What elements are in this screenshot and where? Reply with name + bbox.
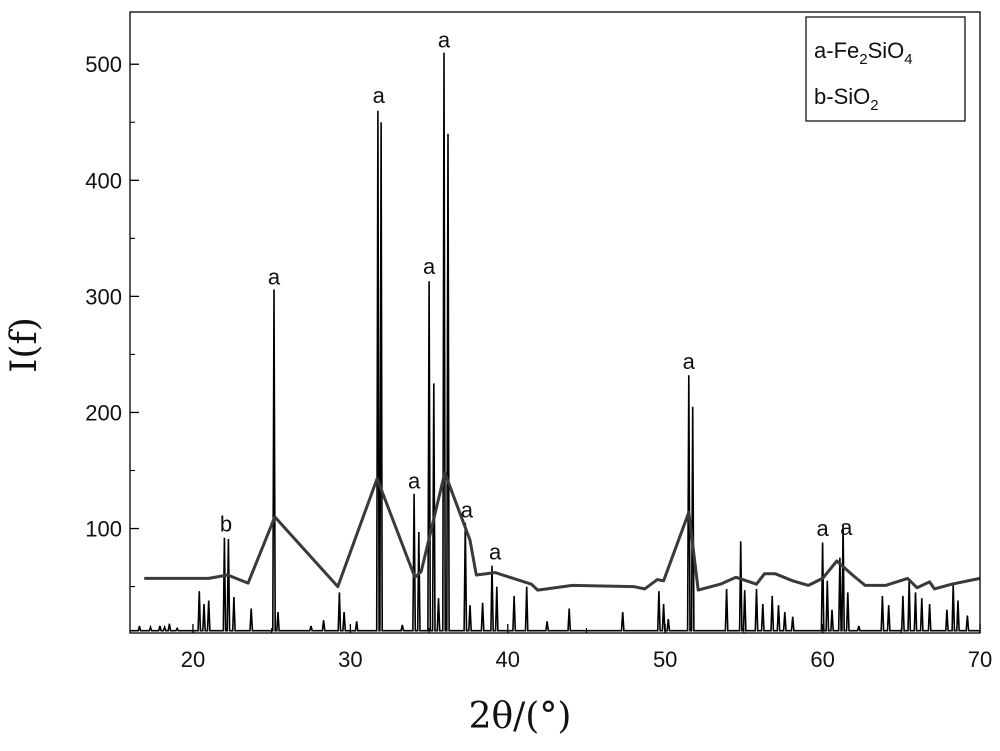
y-tick-label: 300 [85,284,122,309]
series-layer [130,53,980,631]
diffraction-pattern-line [130,53,980,631]
peak-label: a [268,264,281,289]
profile-line [144,473,980,590]
peak-label: a [489,539,502,564]
y-tick-label: 100 [85,517,122,542]
y-axis-title: I(f) [4,317,45,373]
peak-label: a [438,27,451,52]
x-tick-label: 30 [338,647,362,672]
x-axis-title: 2θ/(°) [469,696,572,737]
peak-label: a [683,349,696,374]
y-tick-label: 200 [85,400,122,425]
x-tick-label: 70 [968,647,992,672]
peak-label: a [840,515,853,540]
peak-label: a [461,498,474,523]
peak-label: a [423,254,436,279]
legend: a-Fe2SiO4b-SiO2 [806,17,965,121]
peak-label: a [816,516,829,541]
peak-label: b [220,511,232,536]
y-tick-label: 500 [85,52,122,77]
x-tick-label: 50 [653,647,677,672]
x-tick-label: 40 [496,647,520,672]
x-tick-label: 60 [810,647,834,672]
y-tick-label: 400 [85,168,122,193]
peak-annotations: baaaaaaaaaa [220,27,853,564]
peak-label: a [408,469,421,494]
peak-label: a [373,83,386,108]
x-tick-label: 20 [181,647,205,672]
